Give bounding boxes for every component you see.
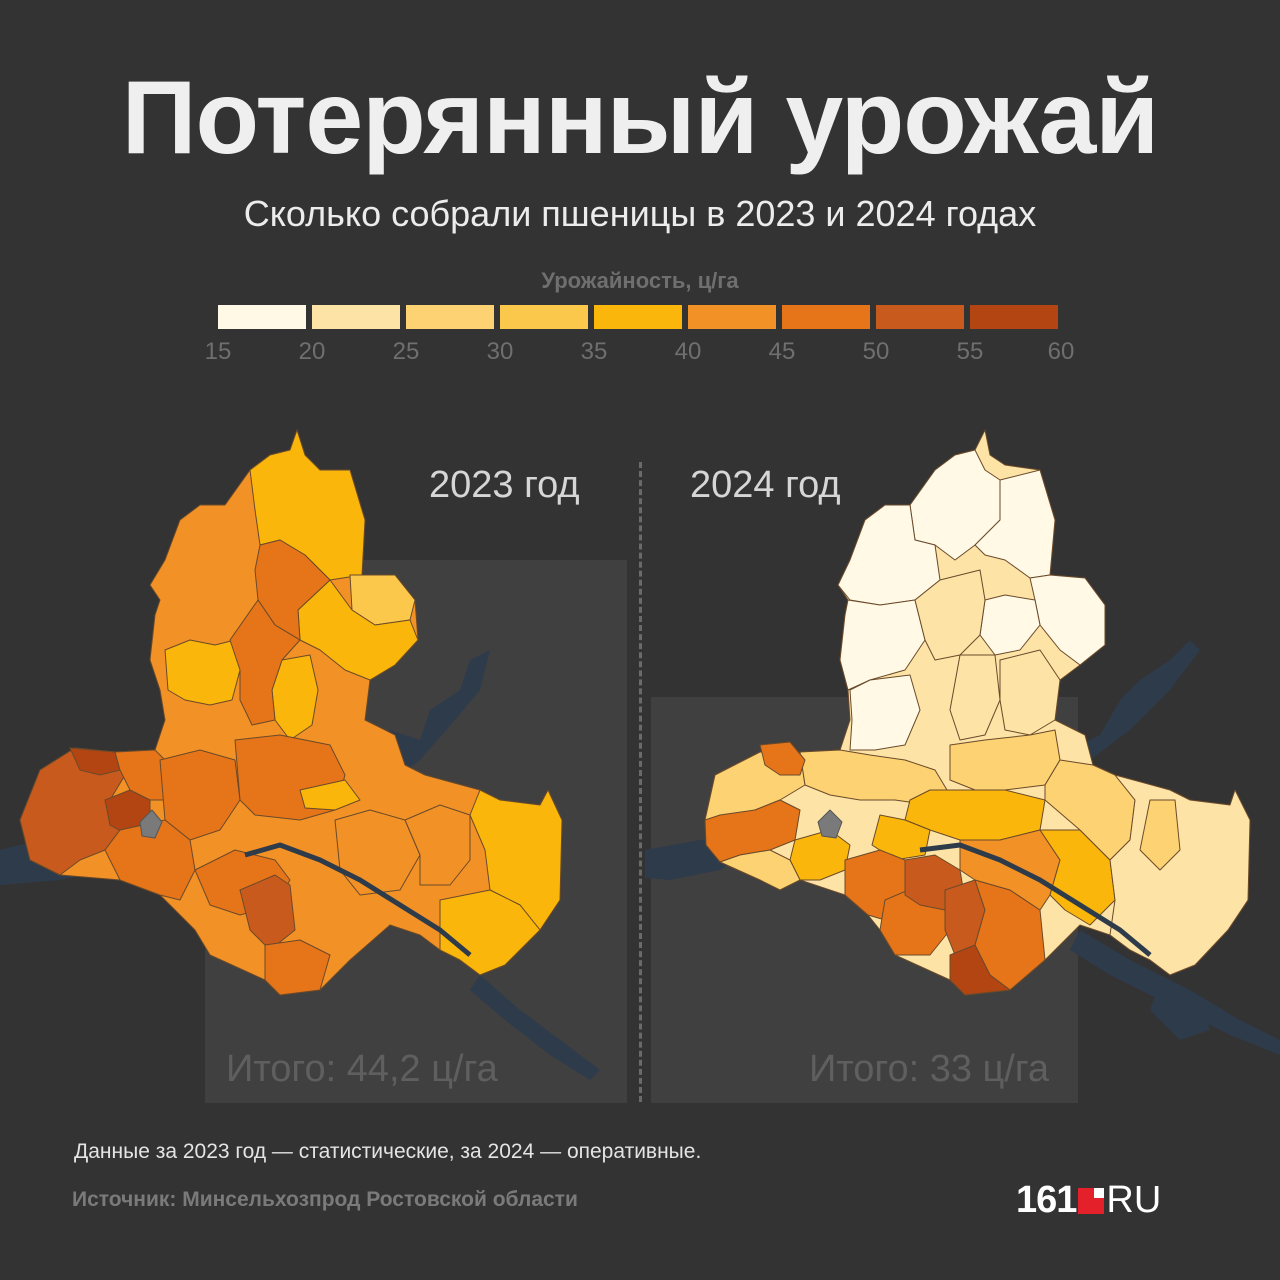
legend-tick-label: 55	[956, 338, 984, 365]
map-2024-district	[719, 849, 801, 891]
map-2023-district	[69, 747, 121, 776]
logo-suffix: RU	[1106, 1179, 1162, 1221]
map-2023-district	[264, 939, 331, 996]
brand-logo[interactable]: 161 RU	[1016, 1180, 1161, 1220]
legend-tick-label: 50	[862, 338, 890, 365]
logo-mark-icon	[1078, 1188, 1105, 1214]
data-note: Данные за 2023 год — статистические, за …	[74, 1140, 702, 1163]
map-2024-district	[849, 674, 921, 751]
map-2023-district	[254, 539, 331, 641]
map-2024-district	[871, 814, 931, 861]
legend-swatch	[500, 305, 588, 329]
map-divider	[639, 462, 642, 1102]
legend-swatch	[218, 305, 306, 329]
page-subtitle: Сколько собрали пшеницы в 2023 и 2024 го…	[243, 193, 1037, 234]
map-2023-district	[164, 639, 241, 706]
map-2023-district	[299, 779, 361, 811]
legend-tick-label: 30	[486, 338, 514, 365]
map-2024-district	[759, 741, 806, 776]
legend-swatch	[688, 305, 776, 329]
map-2024-district	[999, 649, 1061, 736]
year-label-2023: 2023 год	[429, 464, 580, 506]
map-2023-district	[469, 789, 563, 931]
total-2023: Итого: 44,2 ц/га	[226, 1048, 498, 1090]
legend-tick-label: 25	[392, 338, 420, 365]
legend-swatch	[594, 305, 682, 329]
logo-number: 161	[1016, 1179, 1077, 1221]
map-2024-district	[979, 594, 1041, 656]
map-2023	[19, 429, 563, 996]
map-2024-district	[839, 599, 926, 691]
legend-tick-label: 45	[768, 338, 796, 365]
legend-title: Урожайность, ц/га	[541, 268, 739, 293]
map-2023-district	[239, 874, 296, 951]
map-2024-district	[949, 654, 1001, 741]
total-2024: Итого: 33 ц/га	[809, 1048, 1050, 1090]
year-label-2024: 2024 год	[690, 464, 841, 506]
legend-swatch	[406, 305, 494, 329]
map-2024-city	[817, 809, 843, 839]
legend-tick-label: 60	[1047, 338, 1075, 365]
legend-tick-label: 40	[674, 338, 702, 365]
legend-swatch	[782, 305, 870, 329]
map-2023-district	[104, 819, 196, 901]
map-2023-city	[139, 809, 163, 839]
legend-swatch	[970, 305, 1058, 329]
map-2023-district	[229, 599, 301, 726]
page-title: Потерянный урожай	[121, 60, 1160, 176]
map-2023-river	[244, 842, 472, 957]
map-2024-district	[974, 469, 1056, 579]
map-2024-district	[1139, 799, 1181, 871]
map-2024-district	[959, 829, 1061, 911]
legend-tick-label: 35	[580, 338, 608, 365]
map-2023-district	[404, 804, 471, 886]
map-2024-district	[949, 944, 1011, 996]
legend-swatch	[312, 305, 400, 329]
legend-tick-label: 20	[298, 338, 326, 365]
legend-tick-label: 15	[204, 338, 232, 365]
map-2024	[704, 429, 1251, 996]
source-credit: Источник: Минсельхозпрод Ростовской обла…	[72, 1188, 578, 1211]
legend-swatch	[876, 305, 964, 329]
map-2024-river	[919, 842, 1152, 957]
legend-ticks: 15 20 25 30 35 40 45 50 55 60	[0, 338, 1280, 372]
